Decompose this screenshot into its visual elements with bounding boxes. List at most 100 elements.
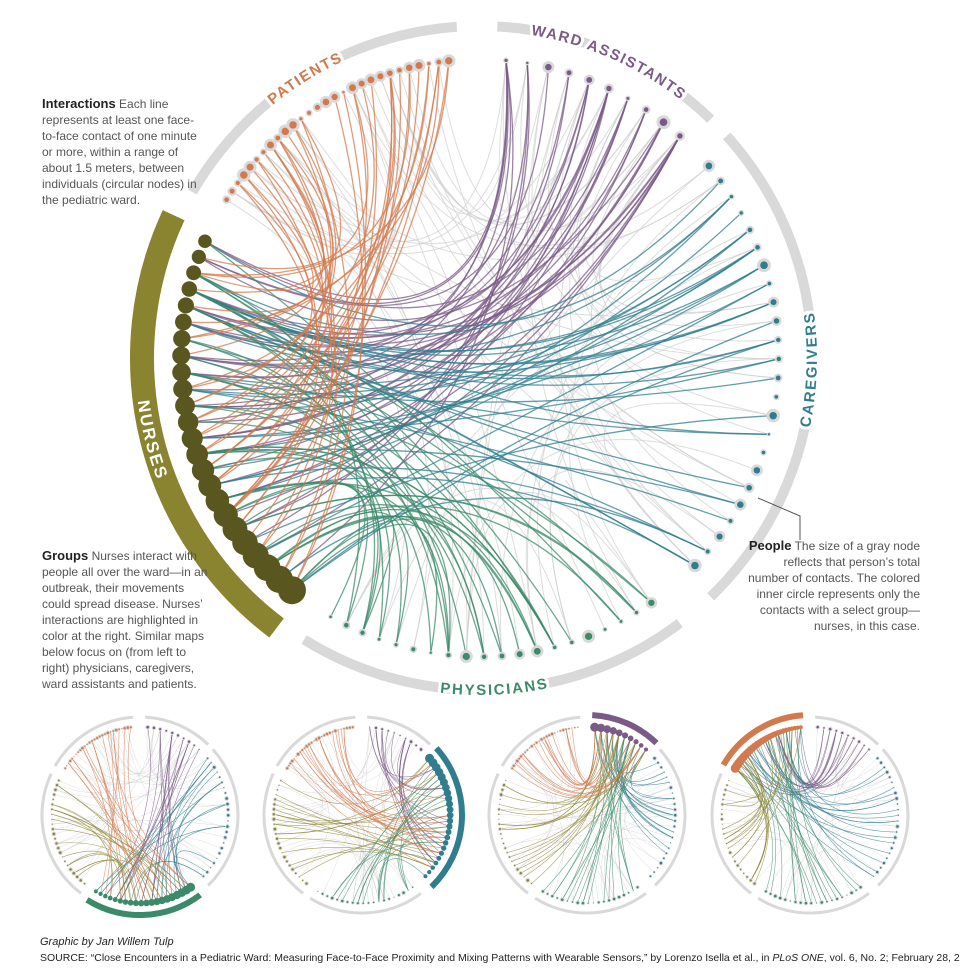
- gray-edge: [726, 836, 798, 903]
- gray-edge: [592, 121, 774, 314]
- node-inner-nurse: [739, 868, 742, 871]
- node-inner-pat: [81, 746, 84, 750]
- node-ward: [633, 739, 639, 745]
- node-inner-care: [876, 757, 879, 760]
- node-inner-nurse: [276, 789, 279, 791]
- node-inner-phys: [326, 895, 329, 897]
- node-inner-care: [729, 194, 734, 199]
- node-inner-pat: [293, 758, 295, 760]
- ring-segment-care: [429, 746, 465, 890]
- colored-edge-nurse: [722, 729, 791, 830]
- gray-edge: [96, 729, 161, 775]
- colored-edge-pat: [202, 159, 324, 471]
- node-inner-care: [872, 875, 875, 877]
- gray-edge: [124, 728, 215, 864]
- node-inner-care: [893, 836, 897, 839]
- node-inner-pat: [545, 735, 548, 738]
- source-suffix: , vol. 6, No. 2; February 28, 2011: [823, 952, 960, 964]
- colored-edge-ward: [385, 730, 446, 789]
- node-inner-nurse: [720, 818, 723, 821]
- gray-edge: [273, 727, 377, 815]
- node-inner-nurse: [516, 868, 519, 871]
- colored-edge-phys: [225, 480, 379, 633]
- node-nurse: [172, 362, 191, 382]
- colored-edge-phys: [766, 737, 807, 904]
- node-inner-ward: [852, 737, 855, 740]
- node-inner-pat: [275, 135, 281, 141]
- node-inner-care: [216, 857, 218, 859]
- colored-edge-ward: [397, 738, 437, 780]
- node-inner-nurse: [69, 868, 72, 871]
- group-label-nurse: NURSES: [134, 399, 172, 482]
- colored-edge-nurse: [275, 799, 439, 859]
- colored-edge-phys: [291, 517, 395, 633]
- node-inner-pat: [86, 743, 88, 746]
- node-inner-ward: [171, 731, 174, 735]
- node-inner-phys: [388, 897, 391, 900]
- ring-segment-nurse: [40, 772, 82, 895]
- node-inner-care: [885, 770, 889, 774]
- gray-edge: [600, 787, 671, 902]
- node-inner-nurse: [280, 779, 282, 782]
- gray-edge: [498, 814, 610, 901]
- node-inner-pat: [574, 727, 576, 729]
- node-inner-care: [888, 852, 891, 854]
- node-inner-pat: [121, 728, 123, 730]
- colored-edge-phys: [193, 272, 361, 626]
- groups-annotation: Groups Nurses interact with people all o…: [42, 548, 210, 692]
- node-inner-care: [227, 820, 229, 822]
- node-inner-care: [671, 792, 673, 794]
- node-inner-pat: [342, 91, 345, 94]
- node-inner-phys: [799, 901, 802, 904]
- node-inner-care: [897, 820, 899, 822]
- colored-edge-pat: [82, 747, 112, 899]
- node-inner-nurse: [498, 827, 501, 831]
- node-inner-care: [673, 813, 677, 817]
- node-inner-nurse: [291, 868, 294, 871]
- node-inner-nurse: [57, 779, 60, 782]
- node-inner-ward: [152, 726, 156, 730]
- node-inner-ward: [835, 729, 838, 732]
- colored-edge-phys: [769, 736, 833, 901]
- node-inner-pat: [550, 732, 554, 736]
- node-inner-pat: [98, 735, 101, 738]
- node-nurse: [181, 427, 203, 449]
- node-inner-ward: [387, 729, 390, 732]
- node-inner-phys: [627, 891, 630, 894]
- node-inner-pat: [77, 751, 79, 753]
- colored-edge-pat: [249, 166, 338, 580]
- node-inner-nurse: [505, 780, 507, 782]
- node-inner-nurse: [285, 860, 288, 863]
- people-body: The size of a gray node reflects that pe…: [748, 539, 920, 633]
- colored-edge-pat: [291, 92, 367, 591]
- node-inner-pat: [559, 730, 562, 732]
- colored-edge-phys: [752, 747, 783, 899]
- colored-edge-pat: [306, 746, 442, 854]
- colored-edge-nurse: [745, 754, 769, 881]
- node-nurse: [173, 330, 191, 348]
- colored-edge-nurse: [498, 732, 620, 816]
- node-inner-phys: [351, 901, 354, 904]
- small-multiple-phys: [40, 715, 240, 918]
- node-pat: [798, 725, 803, 730]
- node-inner-pat: [377, 73, 384, 80]
- node-inner-phys: [648, 599, 655, 606]
- node-care: [443, 789, 452, 797]
- node-inner-care: [210, 867, 212, 869]
- colored-edge-pat: [198, 87, 369, 270]
- gray-edge: [58, 763, 103, 795]
- colored-edge-ward: [192, 98, 629, 440]
- colored-edge-nurse: [276, 794, 444, 849]
- node-nurse: [172, 346, 191, 365]
- node-care: [442, 840, 449, 846]
- colored-edge-phys: [738, 763, 812, 904]
- node-inner-pat: [313, 740, 315, 742]
- gray-edge: [765, 792, 896, 892]
- colored-edge-care: [182, 264, 765, 399]
- colored-edge-ward: [189, 88, 610, 330]
- node-inner-nurse: [526, 879, 530, 882]
- colored-edge-care: [183, 196, 732, 357]
- gray-edge: [549, 358, 779, 643]
- colored-edge-phys: [561, 749, 647, 900]
- node-inner-ward: [146, 725, 149, 729]
